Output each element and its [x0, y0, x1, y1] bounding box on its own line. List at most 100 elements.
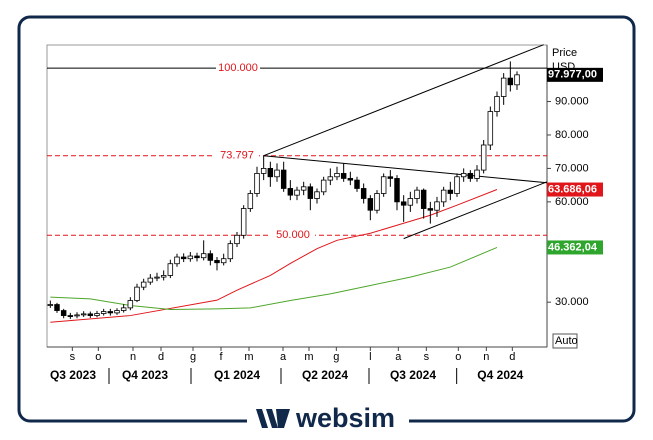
candle-body	[54, 304, 60, 311]
candle-body	[140, 281, 147, 288]
quarter-label: Q4 2023	[122, 368, 168, 382]
candle-body	[460, 173, 467, 178]
y-tick-label: 30.000	[555, 296, 589, 308]
candle-body	[294, 189, 300, 196]
candle-body	[427, 208, 434, 211]
candle-body	[74, 314, 80, 317]
candle-body	[307, 186, 314, 199]
candle-body	[367, 198, 374, 211]
quarter-label: Q2 2024	[302, 368, 348, 382]
x-tick-label: a	[280, 351, 287, 363]
candle-body	[134, 286, 140, 301]
price-tag-label: 63.686,06	[548, 183, 597, 195]
candle-body	[474, 169, 480, 179]
quarter-label: Q3 2023	[50, 368, 96, 382]
scale-mode[interactable]: Auto	[555, 335, 578, 347]
candle-body	[220, 258, 227, 264]
candle-body	[247, 193, 254, 209]
axis-title: Price	[552, 47, 577, 59]
y-tick-label: 70.000	[555, 162, 589, 174]
candle-body	[167, 263, 174, 276]
candle-body	[314, 191, 320, 199]
quarter-label: Q4 2024	[477, 368, 523, 382]
candle-body	[107, 311, 114, 314]
price-tag	[547, 67, 603, 82]
candle-body	[187, 255, 194, 260]
y-tick-label: 80.000	[555, 129, 589, 141]
trend-line	[263, 155, 548, 184]
candle-body	[87, 313, 94, 316]
candle-body	[67, 315, 74, 317]
trend-line	[263, 44, 544, 157]
level-label: 100.000	[218, 62, 258, 74]
candle-body	[234, 234, 240, 245]
candle-body	[480, 144, 487, 171]
candle-body	[287, 188, 294, 196]
price-tag	[547, 240, 603, 255]
candle-body	[500, 77, 507, 97]
x-tick-label: s	[70, 351, 76, 363]
candle-body	[420, 189, 427, 209]
candle-body	[200, 253, 207, 259]
candle-body	[114, 310, 120, 314]
frame	[17, 15, 636, 423]
candle-body	[387, 176, 394, 179]
candle-body	[320, 179, 327, 193]
candle-body	[147, 277, 154, 283]
candle-body	[347, 178, 354, 181]
candle-body	[80, 313, 87, 316]
level-label-bg	[215, 149, 259, 162]
candle-body	[334, 173, 340, 178]
x-tick-label: o	[455, 351, 461, 363]
candle-body	[340, 173, 347, 179]
quarter-label: Q3 2024	[390, 368, 436, 382]
candle-body	[327, 176, 334, 181]
candle-body	[227, 243, 234, 260]
x-tick-label: a	[395, 351, 402, 363]
candle-body	[380, 176, 387, 194]
candle-body	[494, 96, 500, 112]
candle-body	[434, 201, 440, 211]
candle-body	[267, 168, 274, 178]
candle-body	[440, 189, 447, 203]
candle-body	[360, 188, 367, 199]
candle-body	[454, 176, 460, 194]
level-label-bg	[216, 62, 260, 75]
candle-body	[160, 275, 167, 278]
candle-body	[47, 304, 54, 306]
x-tick-label: o	[95, 351, 101, 363]
level-label: 73.797	[220, 150, 254, 162]
y-tick-label: 60.000	[555, 196, 589, 208]
x-tick-label: s	[424, 351, 430, 363]
candle-body	[100, 311, 107, 314]
candle-body	[254, 173, 260, 194]
y-tick-label: 90.000	[555, 95, 589, 107]
candle-body	[207, 253, 214, 261]
candle-body	[94, 313, 100, 316]
x-tick-label: m	[244, 351, 253, 363]
x-tick-label: m	[304, 351, 313, 363]
candle-body	[180, 256, 187, 260]
candle-body	[407, 198, 414, 206]
level-label-bg	[271, 229, 315, 242]
price-tag-label: 97.977,00	[548, 69, 597, 81]
candle-body	[174, 256, 180, 265]
scale-button[interactable]	[552, 333, 578, 349]
x-tick-label: d	[509, 351, 515, 363]
candle-body	[260, 168, 267, 174]
candle-body	[280, 169, 287, 189]
candle-body	[394, 178, 400, 203]
candle-body	[467, 173, 474, 179]
candle-body	[487, 111, 494, 146]
price-tag-label: 46.362,04	[548, 241, 598, 253]
x-tick-label: n	[130, 351, 136, 363]
candle-body	[154, 276, 160, 279]
candle-body	[120, 307, 127, 311]
candle-body	[274, 169, 280, 178]
candle-body	[194, 255, 200, 259]
candle-body	[214, 259, 220, 264]
candle-body	[374, 193, 380, 211]
x-tick-label: d	[158, 351, 164, 363]
price-tag	[547, 182, 603, 197]
quarter-label: Q1 2024	[214, 368, 260, 382]
